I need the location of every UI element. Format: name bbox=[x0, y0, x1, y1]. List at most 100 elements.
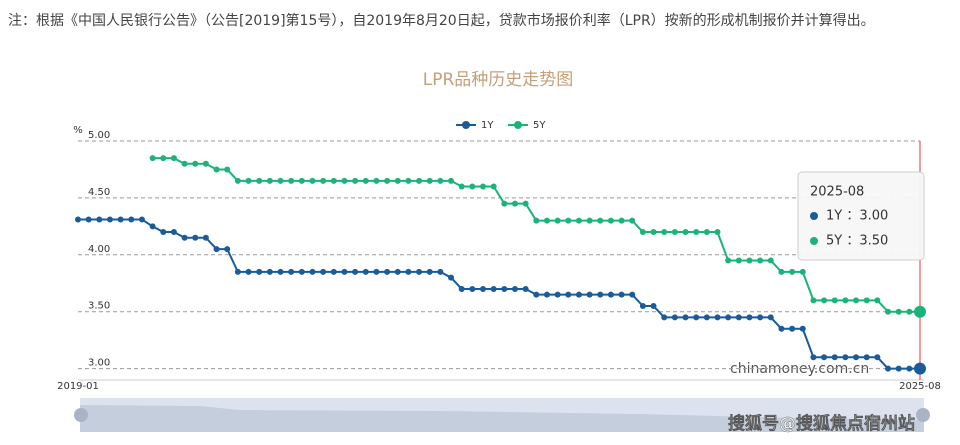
data-point bbox=[863, 297, 870, 304]
data-point bbox=[789, 325, 796, 332]
data-point bbox=[405, 177, 412, 184]
data-point bbox=[554, 291, 561, 298]
data-point bbox=[693, 229, 700, 236]
data-point bbox=[75, 216, 81, 223]
data-point bbox=[831, 297, 838, 304]
data-point bbox=[618, 291, 625, 298]
data-point bbox=[639, 229, 646, 236]
data-point bbox=[682, 314, 689, 321]
data-point bbox=[522, 200, 529, 207]
x-tick-label: 2025-08 bbox=[899, 381, 941, 392]
data-point bbox=[490, 183, 497, 190]
data-point bbox=[554, 217, 561, 224]
tooltip: 2025-08 1Y ：3.00 5Y ：3.50 bbox=[797, 171, 925, 261]
data-point bbox=[224, 166, 231, 173]
data-point bbox=[735, 257, 742, 264]
data-point bbox=[693, 314, 700, 321]
data-point bbox=[437, 177, 444, 184]
data-point bbox=[895, 308, 902, 315]
data-point bbox=[629, 291, 636, 298]
data-point bbox=[682, 229, 689, 236]
data-point bbox=[330, 268, 337, 275]
data-point bbox=[469, 183, 476, 190]
data-point bbox=[458, 183, 465, 190]
data-point bbox=[458, 285, 465, 292]
data-point bbox=[914, 305, 926, 318]
data-point bbox=[490, 285, 497, 292]
data-point bbox=[149, 155, 156, 162]
data-point bbox=[746, 314, 753, 321]
data-point bbox=[831, 354, 838, 361]
tooltip-box bbox=[797, 171, 925, 261]
data-point bbox=[757, 257, 764, 264]
data-point bbox=[906, 365, 913, 372]
data-point bbox=[629, 217, 636, 224]
data-point bbox=[703, 314, 710, 321]
data-point bbox=[565, 217, 572, 224]
data-point bbox=[650, 303, 657, 310]
data-point bbox=[767, 257, 774, 264]
x-tick-label: 2019-01 bbox=[57, 381, 99, 392]
data-point bbox=[842, 297, 849, 304]
data-point bbox=[128, 216, 135, 223]
data-point bbox=[96, 216, 103, 223]
data-point bbox=[607, 291, 614, 298]
data-point bbox=[426, 268, 433, 275]
zoom-handle[interactable] bbox=[74, 408, 88, 422]
data-point bbox=[810, 297, 817, 304]
tooltip-marker bbox=[810, 237, 818, 245]
data-point bbox=[288, 268, 295, 275]
data-point bbox=[586, 217, 593, 224]
y-tick-label: 4.50 bbox=[88, 187, 110, 198]
data-point bbox=[853, 297, 860, 304]
data-point bbox=[298, 268, 305, 275]
data-point bbox=[661, 229, 668, 236]
data-point bbox=[810, 354, 817, 361]
data-point bbox=[352, 177, 359, 184]
data-point bbox=[799, 268, 806, 275]
data-point bbox=[373, 268, 380, 275]
data-point bbox=[213, 166, 220, 173]
data-point bbox=[192, 160, 199, 167]
data-point bbox=[277, 177, 284, 184]
data-point bbox=[575, 217, 582, 224]
data-point bbox=[597, 217, 604, 224]
data-point bbox=[341, 268, 348, 275]
data-point bbox=[501, 285, 508, 292]
data-point bbox=[671, 229, 678, 236]
data-point bbox=[778, 325, 785, 332]
data-point bbox=[448, 274, 455, 281]
legend-label: 5Y bbox=[533, 120, 546, 131]
data-point bbox=[405, 268, 412, 275]
data-point bbox=[256, 177, 263, 184]
data-point bbox=[789, 268, 796, 275]
data-point bbox=[373, 177, 380, 184]
data-point bbox=[821, 354, 828, 361]
data-point bbox=[394, 268, 401, 275]
data-point bbox=[714, 314, 721, 321]
data-point bbox=[725, 314, 732, 321]
data-point bbox=[671, 314, 678, 321]
data-point bbox=[565, 291, 572, 298]
data-point bbox=[618, 217, 625, 224]
data-point bbox=[160, 155, 167, 162]
data-point bbox=[511, 200, 518, 207]
data-point bbox=[384, 268, 391, 275]
legend-marker bbox=[462, 121, 470, 129]
data-point bbox=[224, 246, 231, 253]
data-point bbox=[309, 177, 316, 184]
legend-marker bbox=[514, 121, 522, 129]
y-tick-label: 5.00 bbox=[88, 130, 110, 141]
data-point bbox=[725, 257, 732, 264]
data-point bbox=[703, 229, 710, 236]
data-point bbox=[160, 229, 167, 236]
data-point bbox=[874, 297, 881, 304]
data-point bbox=[757, 314, 764, 321]
data-point bbox=[85, 216, 92, 223]
zoom-handle[interactable] bbox=[916, 408, 930, 422]
data-point bbox=[362, 177, 369, 184]
data-point bbox=[266, 177, 273, 184]
data-point bbox=[501, 200, 508, 207]
